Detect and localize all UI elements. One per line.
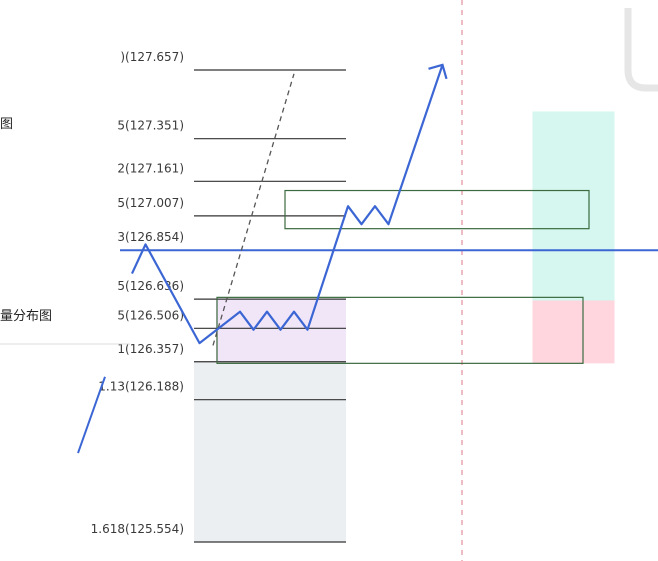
side-label-top: 图 — [0, 117, 13, 132]
fib-level-label: 3(126.854) — [117, 230, 184, 244]
fib-gray-band — [194, 361, 346, 542]
position-loss-area — [532, 300, 615, 364]
fib-level-label: 5(127.351) — [117, 119, 184, 133]
fib-level-label: 1(126.357) — [117, 342, 184, 356]
position-profit-area — [532, 111, 615, 301]
fib-level-label: 1.618(125.554) — [91, 522, 184, 536]
fib-level-label: 5(127.007) — [117, 196, 184, 210]
dashed-trend-line — [212, 73, 295, 346]
side-label-middle: 量分布图 — [0, 309, 52, 324]
fib-level-label: 5(126.636) — [117, 279, 184, 293]
watermark-shape — [624, 8, 658, 92]
price-path-line — [131, 64, 444, 345]
left-fragment-line — [77, 376, 106, 454]
fib-level-label: )(127.657) — [120, 50, 184, 64]
fib-level-label: 1.13(126.188) — [98, 380, 184, 394]
price-arrow-head — [428, 63, 448, 80]
supply-zone — [284, 189, 590, 230]
fib-level-label: 5(126.506) — [117, 308, 184, 322]
fib-level-label: 2(127.161) — [117, 161, 184, 175]
